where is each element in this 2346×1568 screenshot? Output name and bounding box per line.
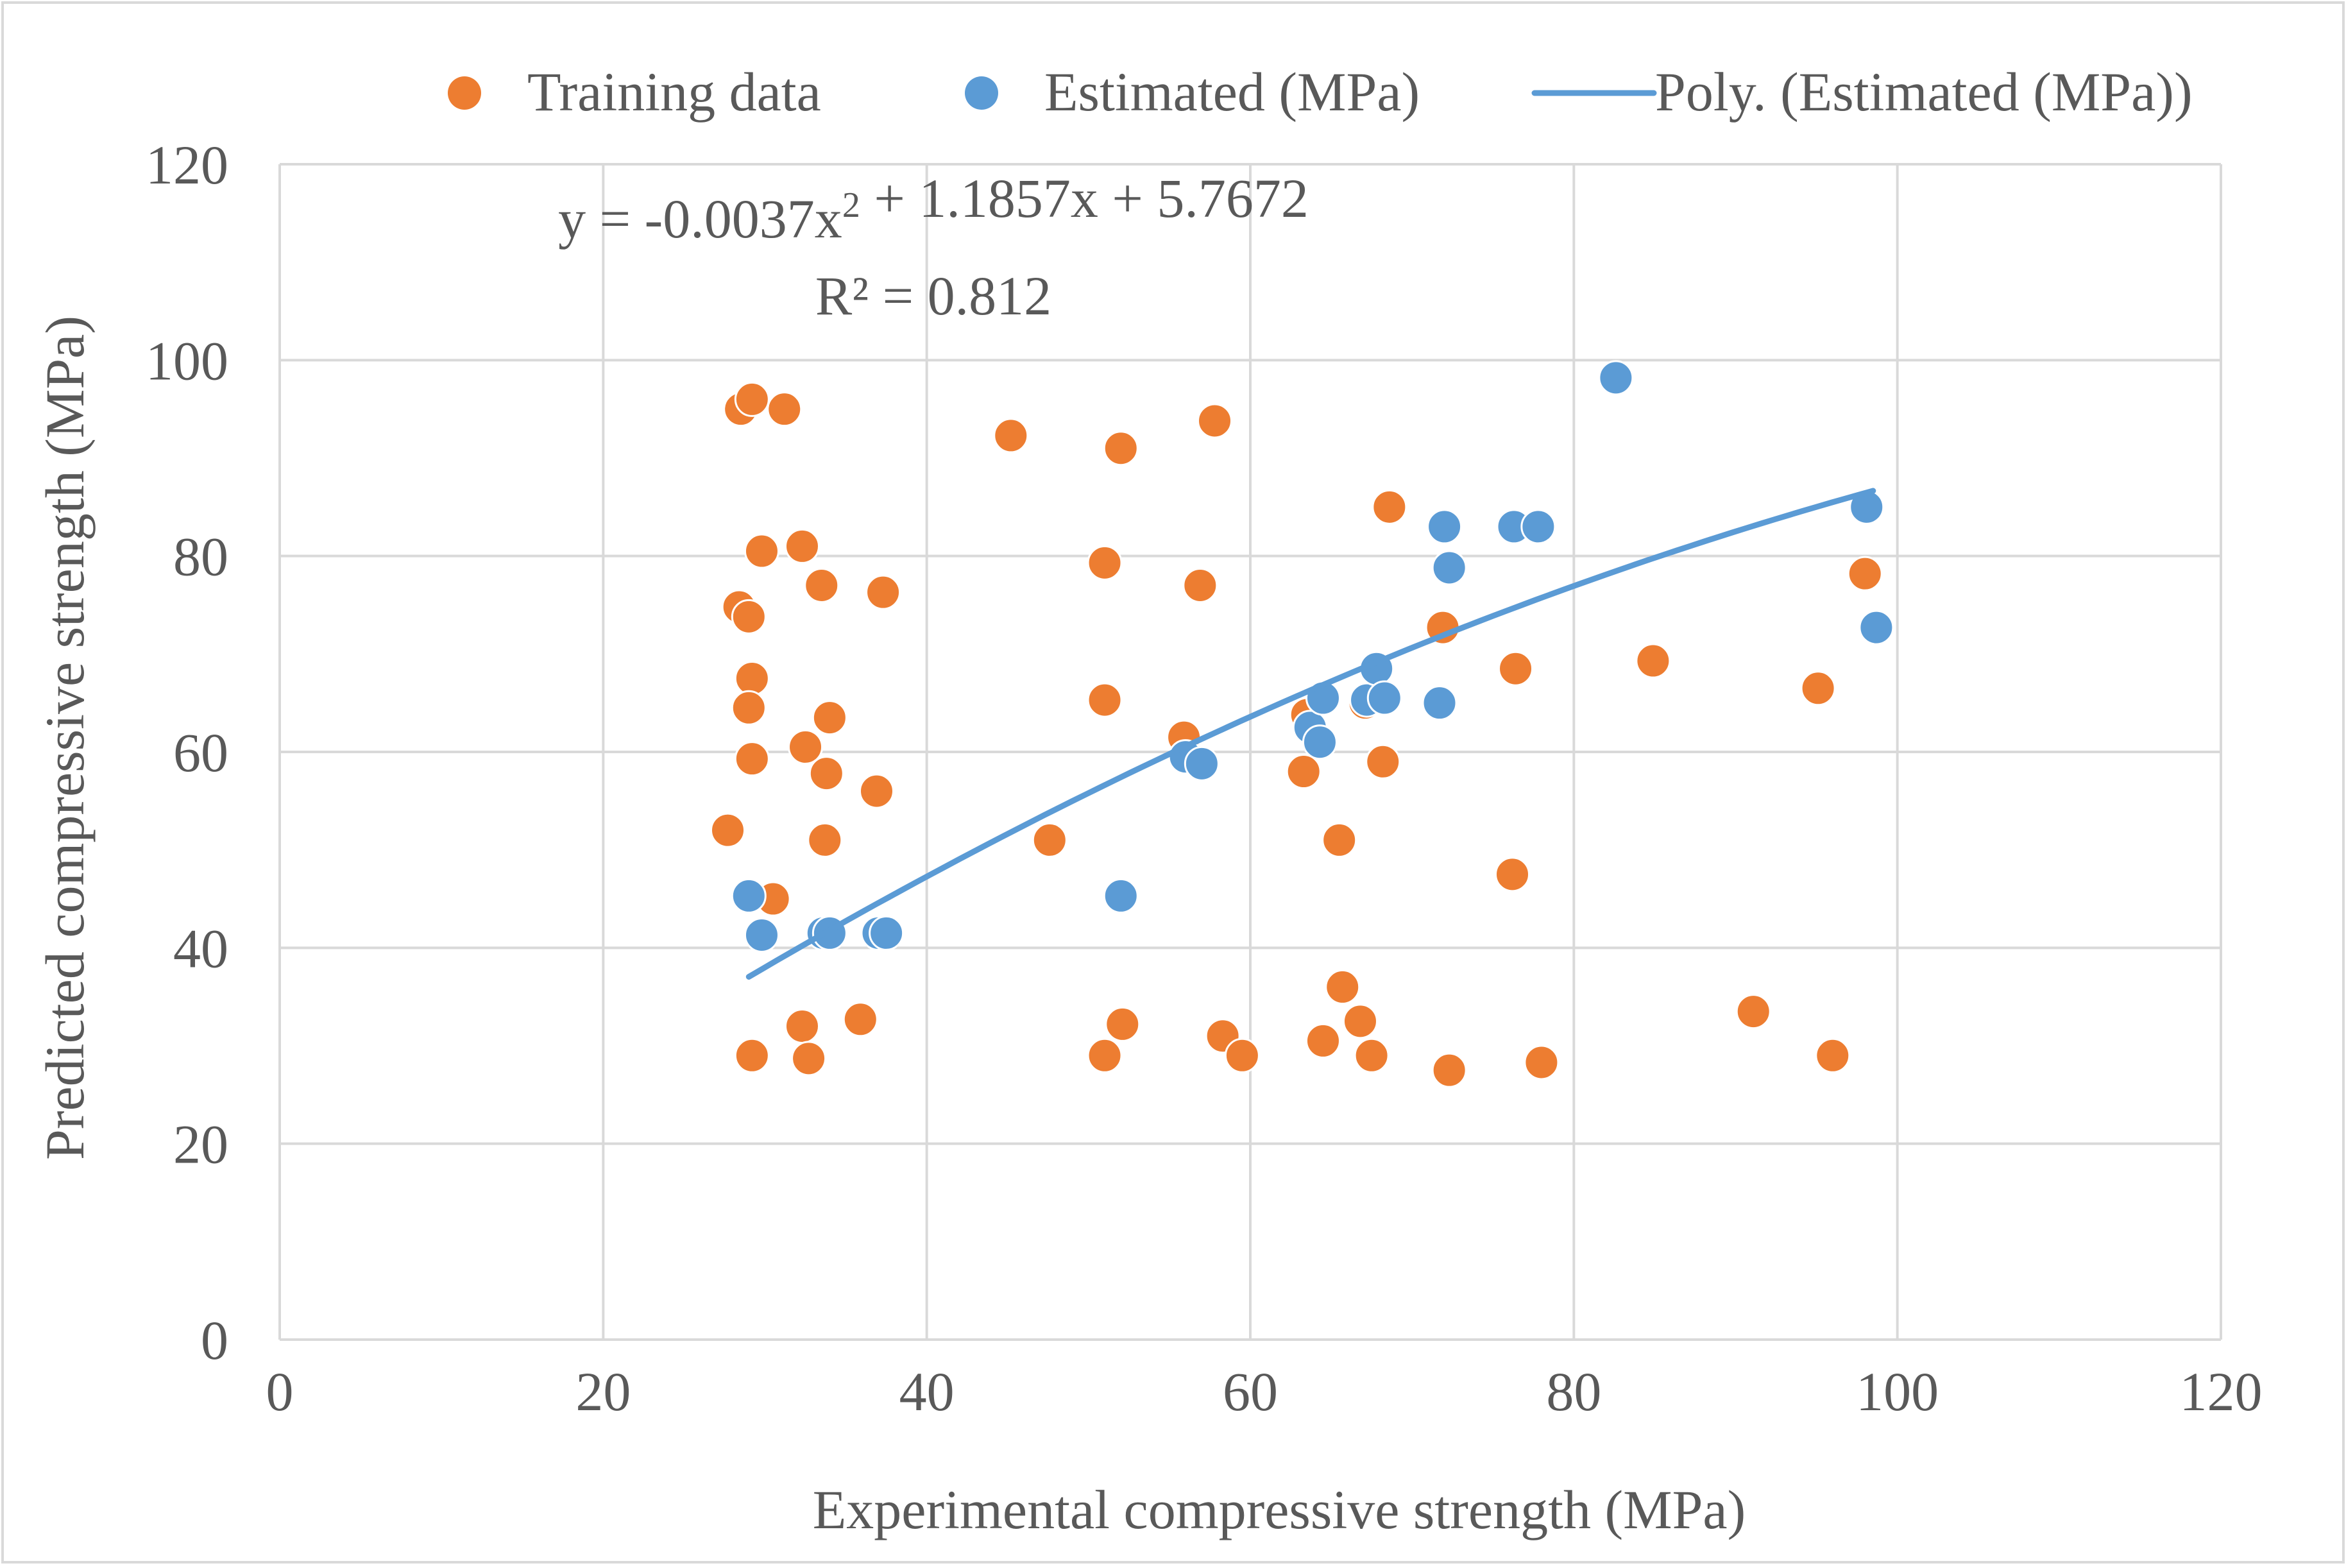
y-tick-label: 60 bbox=[173, 722, 228, 783]
data-point bbox=[744, 533, 779, 569]
data-point bbox=[1103, 878, 1139, 914]
data-point bbox=[734, 661, 770, 696]
data-point bbox=[1800, 670, 1836, 706]
data-point bbox=[744, 917, 779, 953]
data-point bbox=[1342, 1003, 1378, 1039]
data-point bbox=[804, 567, 840, 603]
data-point bbox=[1365, 744, 1401, 780]
data-point bbox=[734, 741, 770, 777]
y-tick-label: 80 bbox=[173, 526, 228, 588]
legend-label-trendline: Poly. (Estimated (MPa)) bbox=[1655, 61, 2193, 123]
legend: Training data Estimated (MPa) Poly. (Est… bbox=[448, 61, 2193, 123]
x-tick-label: 80 bbox=[1546, 1361, 1601, 1422]
data-point bbox=[1431, 1052, 1467, 1088]
data-point bbox=[1635, 643, 1671, 679]
data-point bbox=[791, 1041, 827, 1077]
legend-marker-training-data bbox=[448, 76, 481, 110]
data-point bbox=[1325, 969, 1361, 1005]
x-axis-title: Experimental compressive strength (MPa) bbox=[813, 1479, 1746, 1540]
data-point bbox=[1087, 1037, 1123, 1073]
data-point bbox=[1182, 567, 1218, 603]
y-tick-label: 40 bbox=[173, 917, 228, 979]
data-point bbox=[1184, 746, 1220, 781]
x-tick-label: 20 bbox=[575, 1361, 631, 1422]
data-point bbox=[865, 574, 901, 610]
data-point bbox=[788, 729, 824, 765]
data-point bbox=[1305, 1023, 1341, 1059]
x-tick-label: 40 bbox=[899, 1361, 955, 1422]
data-point bbox=[1498, 651, 1534, 686]
tick-labels: 0 20 40 60 80 100 120 0 20 40 60 80 100 120 bbox=[146, 134, 2263, 1422]
data-point bbox=[1815, 1037, 1851, 1073]
data-point bbox=[1858, 609, 1894, 645]
y-tick-label: 100 bbox=[146, 330, 228, 391]
legend-label-training-data: Training data bbox=[527, 61, 821, 123]
series-estimated bbox=[731, 360, 1894, 953]
data-point bbox=[1735, 994, 1771, 1030]
data-point bbox=[731, 599, 767, 635]
legend-marker-estimated bbox=[965, 76, 998, 110]
data-point bbox=[1032, 822, 1067, 858]
data-point bbox=[731, 690, 767, 726]
data-point bbox=[1354, 1037, 1390, 1073]
data-point bbox=[808, 756, 844, 792]
trendline-curve bbox=[745, 488, 1876, 980]
trendline-equation: y = -0.0037x2 + 1.1857x + 5.7672 bbox=[558, 167, 1309, 250]
data-point bbox=[1422, 685, 1458, 721]
trendline-r-squared: R² = 0.812 bbox=[815, 265, 1051, 327]
x-tick-label: 0 bbox=[266, 1361, 294, 1422]
data-point bbox=[710, 812, 746, 848]
data-point bbox=[1105, 1006, 1141, 1042]
data-point bbox=[1431, 550, 1467, 586]
data-point bbox=[734, 381, 770, 417]
data-point bbox=[869, 915, 905, 951]
y-axis-title: Predicted compressive strength (MPa) bbox=[34, 316, 96, 1160]
data-point bbox=[993, 418, 1029, 454]
data-point bbox=[731, 878, 767, 914]
legend-label-estimated: Estimated (MPa) bbox=[1044, 61, 1420, 123]
data-point bbox=[812, 700, 847, 736]
data-point bbox=[1598, 360, 1634, 396]
data-point bbox=[1286, 754, 1322, 790]
data-point bbox=[1087, 682, 1123, 718]
data-point bbox=[784, 528, 820, 564]
data-point bbox=[734, 1037, 770, 1073]
data-point bbox=[1197, 403, 1233, 439]
data-point bbox=[784, 1008, 820, 1044]
data-point bbox=[1366, 680, 1402, 716]
data-point bbox=[842, 1001, 878, 1037]
data-point bbox=[1372, 489, 1407, 525]
data-point bbox=[767, 391, 803, 427]
data-point bbox=[1520, 509, 1556, 545]
data-point bbox=[1495, 856, 1531, 892]
data-point bbox=[1302, 724, 1338, 760]
gridlines bbox=[278, 163, 2222, 1341]
data-point bbox=[1087, 545, 1123, 581]
y-tick-label: 120 bbox=[146, 134, 228, 196]
x-tick-label: 120 bbox=[2180, 1361, 2263, 1422]
data-point bbox=[1224, 1037, 1260, 1073]
data-series bbox=[710, 360, 1894, 1088]
data-point bbox=[858, 773, 894, 809]
data-point bbox=[1322, 822, 1357, 858]
data-point bbox=[807, 822, 843, 858]
data-point bbox=[1847, 556, 1883, 592]
x-tick-label: 100 bbox=[1856, 1361, 1939, 1422]
y-tick-label: 0 bbox=[201, 1309, 228, 1371]
data-point bbox=[1103, 430, 1139, 466]
trendline-layer bbox=[745, 488, 1876, 980]
data-point bbox=[1427, 509, 1463, 545]
x-tick-label: 60 bbox=[1223, 1361, 1278, 1422]
series-training-data bbox=[710, 381, 1883, 1088]
data-point bbox=[1524, 1044, 1560, 1080]
y-tick-label: 20 bbox=[173, 1114, 228, 1175]
